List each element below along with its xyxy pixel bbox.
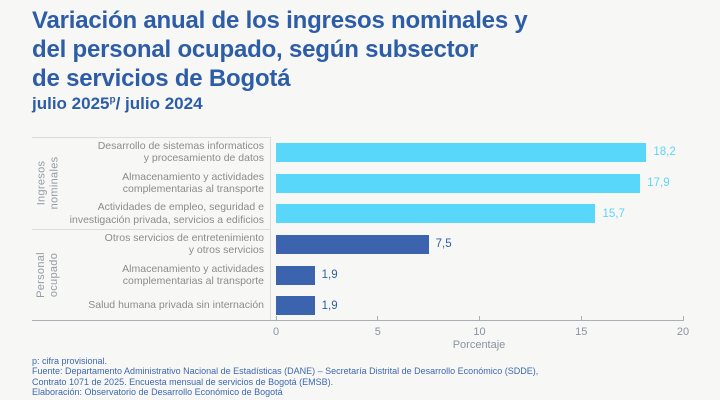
bar-value-label: 1,9 bbox=[321, 299, 338, 312]
title-line-2: del personal ocupado, según subsector bbox=[32, 36, 479, 63]
page-title: Variación anual de los ingresos nominale… bbox=[32, 6, 528, 93]
category-label: Salud humana privada sin internación bbox=[88, 299, 264, 312]
tick-mark bbox=[580, 316, 582, 320]
tick-label: 20 bbox=[676, 326, 690, 338]
bar-value-label: 18,2 bbox=[653, 146, 676, 159]
chart-rows: Desarrollo de sistemas informaticos y pr… bbox=[32, 137, 684, 321]
tick-label: 15 bbox=[575, 326, 588, 338]
bar-value-label: 7,5 bbox=[435, 238, 452, 251]
x-axis-line bbox=[32, 320, 684, 321]
footnote-provisional: p: cifra provisional. bbox=[32, 356, 108, 366]
title-line-3: de servicios de Bogotá bbox=[32, 65, 291, 92]
category-label: Otros servicios de entretenimiento y otr… bbox=[104, 231, 264, 257]
chart-row: Almacenamiento y actividades complementa… bbox=[32, 168, 684, 199]
bar-ingresos-almacenamiento bbox=[276, 173, 641, 193]
bar-chart: Ingresos nominales Personal ocupado Desa… bbox=[32, 137, 689, 351]
tick-label: 10 bbox=[473, 326, 486, 338]
bar-value-label: 17,9 bbox=[647, 177, 670, 189]
tick-label: 5 bbox=[374, 326, 381, 338]
chart-row: Otros servicios de entretenimiento y otr… bbox=[32, 229, 684, 260]
bar-value-label: 15,7 bbox=[602, 207, 625, 220]
bar-personal-almacenamiento bbox=[276, 265, 315, 285]
chart-row: Actividades de empleo, seguridad e inves… bbox=[32, 198, 684, 229]
chart-row: Almacenamiento y actividades complementa… bbox=[32, 260, 684, 291]
subtitle-period-2: / julio 2024 bbox=[115, 94, 203, 113]
title-line-1: Variación anual de los ingresos nominale… bbox=[32, 7, 528, 34]
bar-personal-salud-humana bbox=[276, 296, 315, 316]
tick-label: 0 bbox=[272, 326, 280, 338]
footnote-source-1: Fuente: Departamento Administrativo Naci… bbox=[32, 366, 539, 377]
tick-mark bbox=[275, 316, 277, 320]
bar-ingresos-sistemas bbox=[276, 142, 647, 162]
chart-subtitle: julio 2025p/ julio 2024 bbox=[32, 94, 203, 114]
bar-personal-otros-servicios bbox=[276, 234, 429, 254]
chart-row: Desarrollo de sistemas informaticos y pr… bbox=[32, 137, 684, 168]
category-label: Actividades de empleo, seguridad e inves… bbox=[69, 201, 264, 226]
tick-mark bbox=[682, 316, 684, 320]
category-label: Almacenamiento y actividades complementa… bbox=[122, 170, 264, 196]
bar-ingresos-actividades-empleo bbox=[276, 204, 596, 224]
group-divider-line bbox=[32, 229, 271, 230]
source-note: p: cifra provisional. Fuente: Departamen… bbox=[32, 356, 538, 398]
bar-value-label: 1,9 bbox=[321, 269, 338, 282]
category-label: Almacenamiento y actividades complementa… bbox=[122, 262, 264, 288]
provisional-superscript: p bbox=[109, 94, 116, 106]
footnote-source-2: Contrato 1071 de 2025. Encuesta mensual … bbox=[32, 376, 334, 387]
x-axis-title: Porcentaje bbox=[452, 339, 506, 351]
tick-mark bbox=[377, 316, 379, 320]
category-label: Desarrollo de sistemas informaticos y pr… bbox=[97, 139, 264, 165]
chart-row: Salud humana privada sin internación 1,9 bbox=[32, 290, 684, 321]
subtitle-period-1: julio 2025 bbox=[32, 94, 110, 113]
tick-mark bbox=[479, 316, 480, 320]
footnote-elaboration: Elaboración: Observatorio de Desarrollo … bbox=[32, 387, 283, 398]
